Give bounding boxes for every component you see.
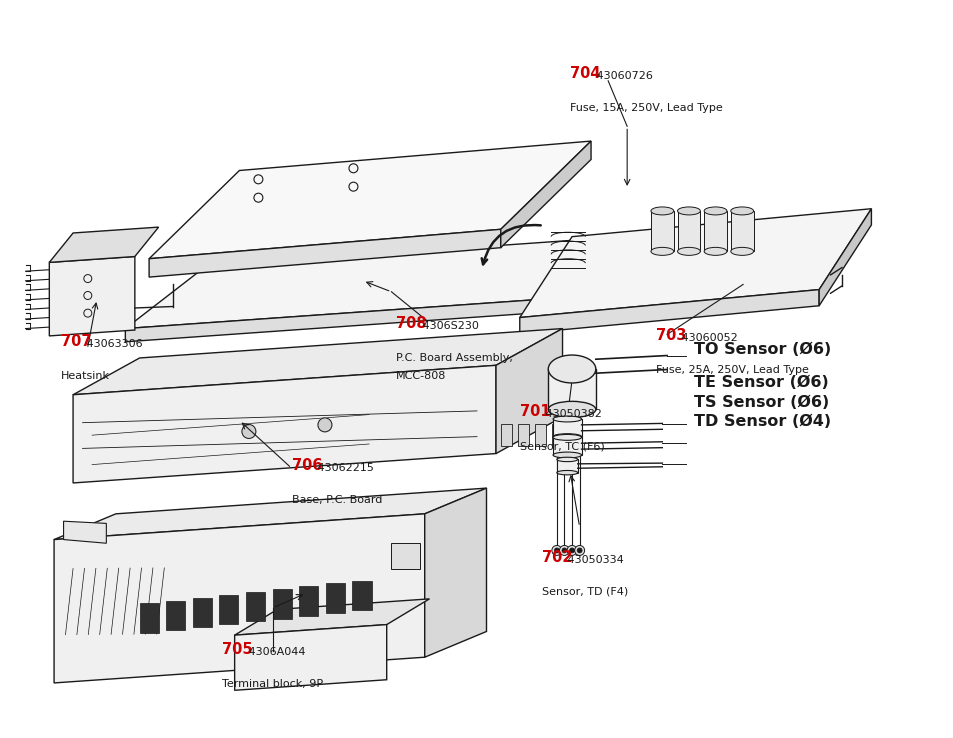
Polygon shape bbox=[149, 141, 591, 259]
Ellipse shape bbox=[557, 470, 578, 475]
Text: 702: 702 bbox=[541, 550, 572, 565]
Text: P.C. Board Assembly,: P.C. Board Assembly, bbox=[395, 353, 513, 363]
Circle shape bbox=[561, 548, 566, 553]
Polygon shape bbox=[557, 460, 578, 472]
Circle shape bbox=[551, 545, 561, 556]
Text: 705: 705 bbox=[222, 642, 253, 658]
Text: MCC-808: MCC-808 bbox=[395, 371, 446, 382]
Ellipse shape bbox=[730, 207, 753, 215]
Polygon shape bbox=[73, 328, 562, 395]
Ellipse shape bbox=[553, 435, 581, 441]
Circle shape bbox=[574, 545, 584, 556]
Ellipse shape bbox=[548, 355, 596, 383]
Ellipse shape bbox=[703, 247, 726, 255]
Ellipse shape bbox=[553, 452, 581, 458]
Bar bbox=[352, 581, 371, 610]
Text: 704: 704 bbox=[570, 66, 600, 80]
Polygon shape bbox=[703, 211, 726, 252]
Text: 43062215: 43062215 bbox=[314, 463, 374, 473]
FancyBboxPatch shape bbox=[535, 424, 546, 446]
Text: 43060052: 43060052 bbox=[678, 333, 737, 342]
Ellipse shape bbox=[650, 247, 673, 255]
Ellipse shape bbox=[553, 416, 581, 422]
Text: 43050382: 43050382 bbox=[541, 409, 601, 419]
Text: 4306S230: 4306S230 bbox=[418, 321, 478, 331]
Bar bbox=[391, 543, 419, 569]
Circle shape bbox=[558, 545, 569, 556]
Ellipse shape bbox=[553, 434, 581, 440]
Bar bbox=[139, 604, 158, 633]
Polygon shape bbox=[234, 599, 429, 635]
Text: 703: 703 bbox=[655, 328, 685, 342]
Circle shape bbox=[566, 545, 577, 556]
Ellipse shape bbox=[703, 207, 726, 215]
Circle shape bbox=[554, 548, 558, 553]
Text: Sensor, TC (F6): Sensor, TC (F6) bbox=[519, 441, 604, 451]
Text: TS Sensor (Ø6): TS Sensor (Ø6) bbox=[693, 395, 828, 410]
Polygon shape bbox=[149, 230, 500, 277]
Ellipse shape bbox=[677, 247, 700, 255]
Polygon shape bbox=[650, 211, 673, 252]
Ellipse shape bbox=[548, 401, 596, 418]
Bar bbox=[219, 595, 238, 624]
Polygon shape bbox=[677, 211, 700, 252]
Ellipse shape bbox=[557, 458, 578, 462]
Polygon shape bbox=[50, 227, 158, 263]
Polygon shape bbox=[548, 369, 596, 410]
Bar bbox=[299, 586, 318, 615]
FancyBboxPatch shape bbox=[500, 424, 512, 446]
Polygon shape bbox=[496, 328, 562, 454]
Text: Sensor, TD (F4): Sensor, TD (F4) bbox=[541, 587, 627, 596]
Polygon shape bbox=[73, 365, 496, 483]
Text: 43050334: 43050334 bbox=[563, 554, 623, 565]
Polygon shape bbox=[553, 438, 581, 455]
Bar bbox=[166, 601, 185, 630]
Text: 701: 701 bbox=[519, 404, 550, 419]
Text: 43060726: 43060726 bbox=[592, 71, 652, 80]
Polygon shape bbox=[50, 257, 134, 336]
Bar bbox=[246, 592, 265, 621]
Text: 708: 708 bbox=[395, 316, 426, 331]
Circle shape bbox=[577, 548, 581, 553]
Text: 4306A044: 4306A044 bbox=[245, 647, 305, 658]
Bar bbox=[273, 589, 292, 618]
Bar bbox=[193, 598, 212, 627]
Polygon shape bbox=[125, 237, 623, 328]
Polygon shape bbox=[54, 488, 486, 539]
Text: TD Sensor (Ø4): TD Sensor (Ø4) bbox=[693, 415, 830, 430]
Polygon shape bbox=[424, 488, 486, 658]
Ellipse shape bbox=[650, 207, 673, 215]
Ellipse shape bbox=[730, 247, 753, 255]
Ellipse shape bbox=[677, 207, 700, 215]
Circle shape bbox=[569, 548, 574, 553]
Polygon shape bbox=[125, 299, 543, 342]
Text: TO Sensor (Ø6): TO Sensor (Ø6) bbox=[693, 342, 830, 356]
Text: 707: 707 bbox=[61, 334, 91, 349]
Circle shape bbox=[317, 418, 332, 432]
Polygon shape bbox=[500, 141, 591, 248]
Polygon shape bbox=[519, 289, 819, 334]
FancyBboxPatch shape bbox=[552, 424, 563, 446]
Polygon shape bbox=[519, 209, 870, 317]
FancyBboxPatch shape bbox=[517, 424, 529, 446]
Text: 43063306: 43063306 bbox=[83, 339, 143, 349]
Bar bbox=[326, 584, 345, 613]
Text: Fuse, 15A, 250V, Lead Type: Fuse, 15A, 250V, Lead Type bbox=[570, 103, 722, 113]
Text: TE Sensor (Ø6): TE Sensor (Ø6) bbox=[693, 375, 827, 390]
Text: Fuse, 25A, 250V, Lead Type: Fuse, 25A, 250V, Lead Type bbox=[655, 365, 808, 375]
Text: Terminal block, 9P: Terminal block, 9P bbox=[222, 679, 323, 689]
Polygon shape bbox=[54, 514, 424, 683]
Text: 706: 706 bbox=[292, 458, 322, 473]
Circle shape bbox=[242, 424, 255, 438]
Text: Base, P.C. Board: Base, P.C. Board bbox=[292, 495, 381, 506]
Text: Heatsink: Heatsink bbox=[61, 371, 110, 382]
Polygon shape bbox=[730, 211, 753, 252]
Polygon shape bbox=[553, 419, 581, 437]
Polygon shape bbox=[234, 624, 386, 690]
Polygon shape bbox=[819, 209, 870, 306]
Polygon shape bbox=[64, 521, 106, 543]
